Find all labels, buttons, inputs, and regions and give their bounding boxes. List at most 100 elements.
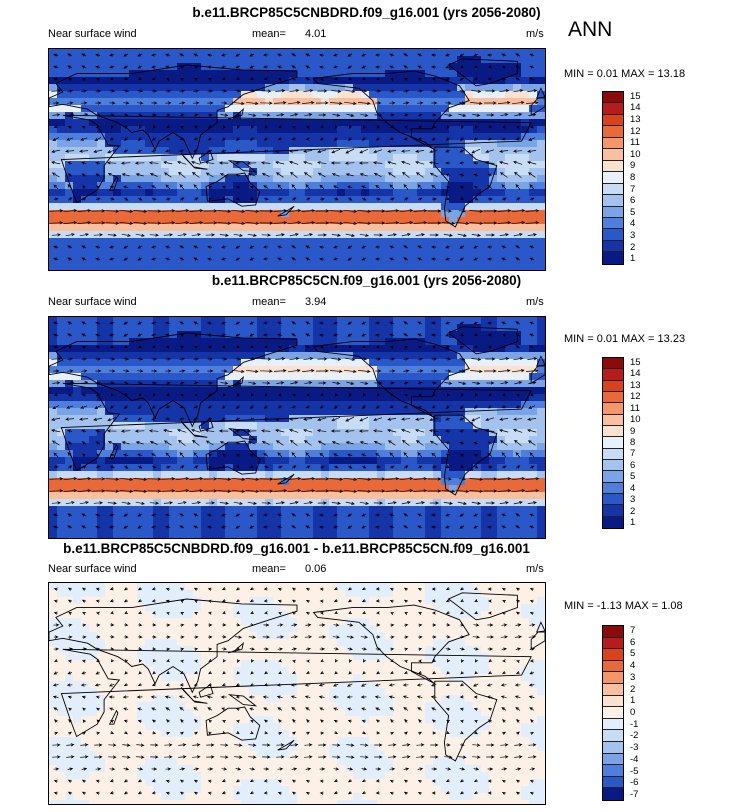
field-cell (353, 49, 362, 57)
wind-vector (446, 197, 450, 200)
field-cell (425, 266, 434, 270)
field-cell (305, 70, 314, 78)
field-cell (537, 231, 545, 239)
wind-vector (138, 125, 143, 130)
wind-vector (193, 333, 198, 337)
field-cell (521, 175, 530, 183)
wind-vector (152, 113, 157, 117)
field-cell (417, 464, 426, 472)
field-cell (265, 464, 274, 472)
field-cell (297, 203, 306, 211)
field-cell (185, 492, 194, 500)
wind-vector (528, 405, 536, 409)
field-cell (281, 105, 290, 113)
field-cell (377, 168, 386, 176)
field-cell (233, 161, 242, 169)
field-cell (489, 126, 498, 134)
field-cell (441, 56, 450, 64)
field-cell (537, 415, 545, 423)
wind-vector (124, 77, 128, 81)
field-cell (401, 175, 410, 183)
field-cell (289, 394, 298, 402)
wind-vector (459, 245, 465, 249)
field-cell (65, 266, 74, 270)
wind-vector (81, 77, 86, 82)
wind-vector (375, 345, 380, 349)
wind-vector (511, 208, 526, 213)
field-cell (513, 506, 522, 514)
wind-vector (53, 393, 58, 397)
field-cell (289, 161, 298, 169)
field-cell (361, 161, 370, 169)
field-cell (265, 401, 274, 409)
field-cell (537, 450, 545, 458)
field-cell (409, 119, 418, 127)
field-cell (537, 366, 545, 374)
field-cell (217, 154, 226, 162)
field-cell (49, 98, 58, 106)
field-cell (257, 231, 266, 239)
field-cell (185, 140, 194, 148)
field-cell (297, 147, 306, 155)
field-cell (505, 224, 514, 232)
field-cell (161, 133, 170, 141)
field-cell (521, 345, 530, 353)
field-cell (73, 471, 82, 479)
field-cell (329, 140, 338, 148)
field-cell (249, 471, 258, 479)
wind-vector (459, 149, 465, 153)
field-cell (305, 196, 314, 204)
field-cell (521, 147, 530, 155)
field-cell (113, 49, 122, 57)
field-cell (505, 210, 514, 218)
field-cell (337, 161, 346, 169)
field-cell (297, 112, 306, 120)
wind-vector (246, 369, 259, 374)
field-cell (137, 359, 146, 367)
wind-vector (96, 185, 100, 189)
field-cell (337, 534, 346, 538)
field-cell (201, 245, 210, 253)
wind-vector (151, 77, 156, 81)
field-cell (89, 49, 98, 57)
field-cell (465, 203, 474, 211)
wind-vector (361, 137, 366, 141)
wind-vector (485, 233, 496, 237)
field-cell (457, 133, 466, 141)
field-cell (417, 105, 426, 113)
field-cell (225, 266, 234, 270)
field-cell (249, 513, 258, 521)
field-cell (281, 266, 290, 270)
field-cell (161, 154, 170, 162)
field-cell (265, 422, 274, 430)
field-cell (249, 534, 258, 538)
field-cell (265, 429, 274, 437)
field-cell (129, 534, 138, 538)
field-cell (185, 84, 194, 92)
field-cell (345, 56, 354, 64)
field-cell (305, 245, 314, 253)
field-cell (489, 485, 498, 493)
field-cell (273, 338, 282, 346)
field-cell (425, 359, 434, 367)
wind-vector (390, 393, 394, 397)
field-cell (105, 317, 114, 325)
wind-vector (431, 197, 437, 201)
wind-vector (177, 160, 187, 165)
field-cell (313, 77, 322, 85)
field-cell (209, 485, 218, 493)
field-cell (353, 527, 362, 535)
field-cell (377, 252, 386, 260)
wind-vector (329, 221, 344, 225)
field-cell (361, 387, 370, 395)
field-cell (97, 401, 106, 409)
wind-vector (246, 161, 257, 165)
field-cell (537, 189, 545, 197)
field-cell (537, 324, 545, 332)
wind-vector (177, 171, 186, 178)
field-cell (249, 499, 258, 507)
field-cell (177, 175, 186, 183)
coastline (49, 64, 298, 160)
wind-vector (261, 357, 272, 361)
wind-vector (222, 197, 227, 201)
